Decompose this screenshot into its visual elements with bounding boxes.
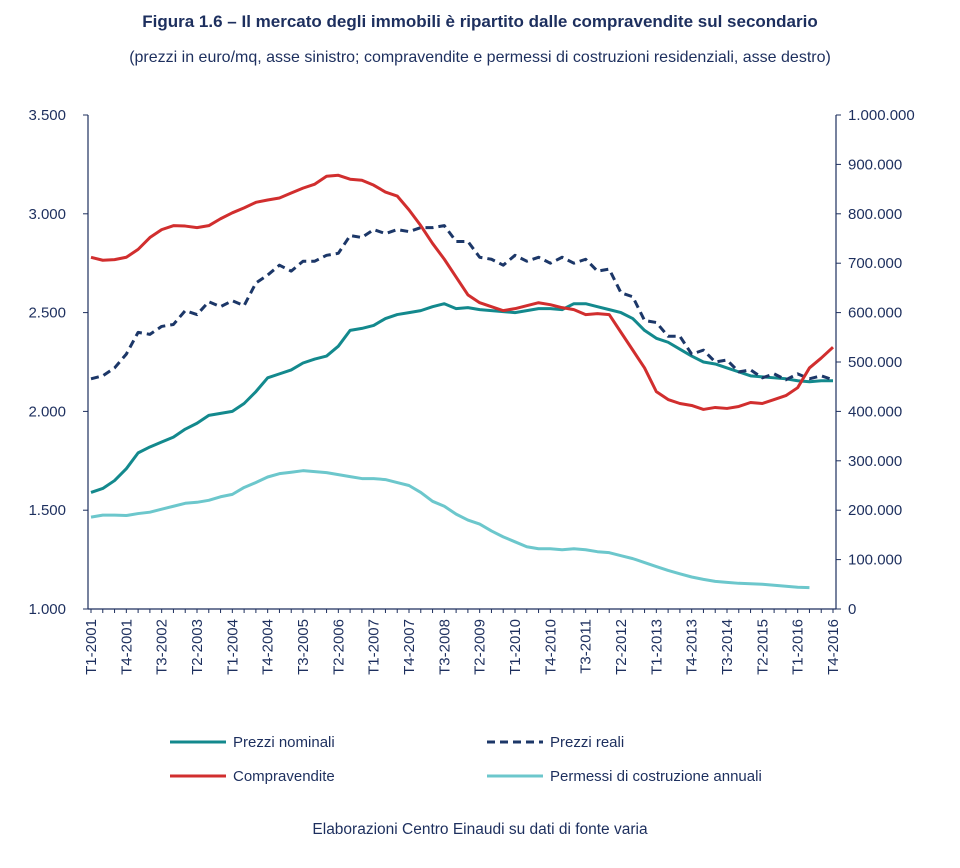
y2-tick-label: 900.000 <box>848 156 902 173</box>
x-tick-label: T3-2008 <box>436 619 453 675</box>
legend-label: Prezzi reali <box>550 734 624 751</box>
y-tick-label: 3.000 <box>28 206 66 223</box>
y2-tick-label: 1.000.000 <box>848 107 915 124</box>
legend-label: Prezzi nominali <box>233 734 335 751</box>
x-tick-label: T2-2003 <box>189 619 206 675</box>
y-tick-label: 1.500 <box>28 502 66 519</box>
x-tick-label: T1-2013 <box>648 619 665 675</box>
series-line <box>90 469 810 590</box>
series-line <box>90 173 835 411</box>
y2-tick-label: 600.000 <box>848 305 902 322</box>
x-tick-label: T2-2009 <box>472 619 489 675</box>
x-tick-label: T3-2014 <box>719 619 736 675</box>
y-tick-label: 1.000 <box>28 601 66 618</box>
x-tick-label: T1-2007 <box>366 619 383 675</box>
y2-tick-label: 300.000 <box>848 453 902 470</box>
x-tick-label: T1-2001 <box>83 619 100 675</box>
y2-tick-label: 400.000 <box>848 403 902 420</box>
y2-tick-label: 500.000 <box>848 354 902 371</box>
series-line <box>90 302 833 494</box>
y2-tick-label: 700.000 <box>848 255 902 272</box>
x-tick-label: T3-2011 <box>578 619 595 674</box>
legend-label: Compravendite <box>233 768 335 785</box>
x-tick-label: T4-2004 <box>260 619 277 675</box>
y2-tick-label: 800.000 <box>848 206 902 223</box>
x-tick-label: T1-2010 <box>507 619 524 675</box>
x-tick-label: T3-2002 <box>154 619 171 675</box>
legend-label: Permessi di costruzione annuali <box>550 768 762 785</box>
chart-subtitle: (prezzi in euro/mq, asse sinistro; compr… <box>129 49 831 66</box>
y2-tick-label: 0 <box>848 601 856 618</box>
x-tick-label: T2-2006 <box>330 619 347 675</box>
chart-title: Figura 1.6 – Il mercato degli immobili è… <box>142 12 817 31</box>
x-tick-label: T3-2005 <box>295 619 312 675</box>
x-tick-label: T2-2015 <box>754 619 771 675</box>
x-tick-label: T4-2001 <box>118 619 135 675</box>
x-tick-label: T4-2010 <box>542 619 559 675</box>
x-tick-label: T4-2013 <box>684 619 701 675</box>
x-tick-label: T4-2016 <box>825 619 842 675</box>
y2-tick-label: 100.000 <box>848 552 902 569</box>
source-note: Elaborazioni Centro Einaudi su dati di f… <box>312 821 648 838</box>
y-tick-label: 2.000 <box>28 403 66 420</box>
x-tick-label: T1-2004 <box>224 619 241 675</box>
x-tick-label: T4-2007 <box>401 619 418 675</box>
x-tick-label: T1-2016 <box>790 619 807 675</box>
x-tick-label: T2-2012 <box>613 619 630 675</box>
y2-tick-label: 200.000 <box>848 502 902 519</box>
y-tick-label: 3.500 <box>28 107 66 124</box>
series-line <box>90 224 834 382</box>
y-tick-label: 2.500 <box>28 305 66 322</box>
